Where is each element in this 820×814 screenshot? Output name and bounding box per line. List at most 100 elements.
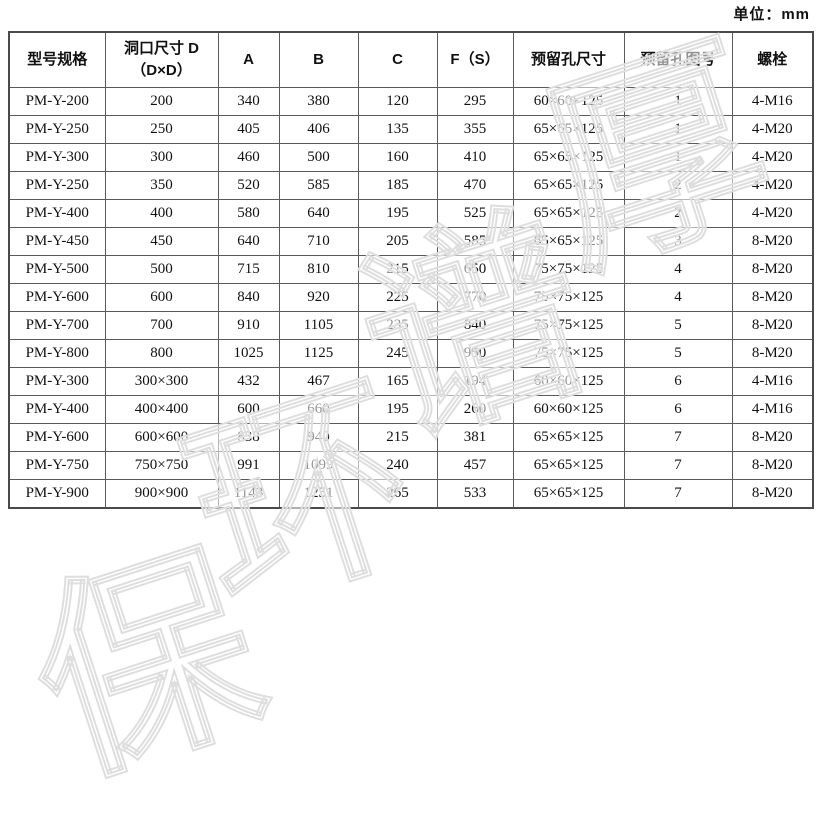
table-cell: 8-M20: [731, 339, 814, 368]
table-cell: 240: [357, 451, 438, 480]
table-cell: PM-Y-500: [8, 255, 106, 284]
table-cell: 460: [217, 143, 280, 172]
table-row: PM-Y-450 450 640 710 205 585 65×65×125 3 8-M20: [8, 227, 814, 256]
table-cell: 8-M20: [731, 423, 814, 452]
table-cell: PM-Y-300: [8, 367, 106, 396]
table-cell: PM-Y-800: [8, 339, 106, 368]
table-cell: 1125: [278, 339, 359, 368]
table-cell: 405: [217, 115, 280, 144]
table-cell: 194: [436, 367, 514, 396]
table-cell: 7: [623, 479, 733, 509]
table-cell: 400: [104, 199, 219, 228]
table-row: PM-Y-400 400 580 640 195 525 65×65×125 2 4-M20: [8, 199, 814, 228]
table-cell: 660: [278, 395, 359, 424]
table-cell: 1105: [278, 311, 359, 340]
table-cell: 1025: [217, 339, 280, 368]
table-row: PM-Y-250 250 405 406 135 355 65×65×125 1 4-M20: [8, 115, 814, 144]
table-cell: 1251: [278, 479, 359, 509]
table-cell: 350: [104, 171, 219, 200]
header-cell-4: C: [357, 31, 438, 88]
table-cell: 525: [436, 199, 514, 228]
table-cell: 75×75×125: [512, 283, 625, 312]
table-cell: 250: [104, 115, 219, 144]
table-cell: 6: [623, 395, 733, 424]
table-cell: 600: [217, 395, 280, 424]
table-cell: 2: [623, 199, 733, 228]
unit-label: 单位：mm: [733, 6, 810, 23]
table-cell: 75×75×125: [512, 255, 625, 284]
table-cell: 991: [217, 451, 280, 480]
table-cell: 300: [104, 143, 219, 172]
table-cell: 245: [357, 339, 438, 368]
table-cell: 165: [357, 367, 438, 396]
table-cell: 5: [623, 311, 733, 340]
header-cell-2: A: [217, 31, 280, 88]
table-cell: 500: [278, 143, 359, 172]
table-cell: 8-M20: [731, 451, 814, 480]
table-cell: 225: [357, 283, 438, 312]
table-cell: 195: [357, 199, 438, 228]
table-cell: 520: [217, 171, 280, 200]
table-cell: 185: [357, 171, 438, 200]
table-cell: 450: [104, 227, 219, 256]
table-cell: 5: [623, 339, 733, 368]
table-cell: 65×65×125: [512, 171, 625, 200]
table-cell: 120: [357, 87, 438, 116]
table-row: PM-Y-600 600×600 838 940 215 381 65×65×125 7 8-M…: [8, 423, 814, 452]
table-cell: 1: [623, 115, 733, 144]
header-cell-0: 型号规格: [8, 31, 106, 88]
table-cell: 840: [436, 311, 514, 340]
table-cell: 533: [436, 479, 514, 509]
table-cell: 750×750: [104, 451, 219, 480]
header-cell-6: 预留孔尺寸: [512, 31, 625, 88]
table-cell: 4-M16: [731, 87, 814, 116]
table-cell: 65×65×125: [512, 227, 625, 256]
table-row: PM-Y-500 500 715 810 215 650 75×75×125 4 8-M20: [8, 255, 814, 284]
table-cell: PM-Y-600: [8, 283, 106, 312]
table-cell: 60×60×125: [512, 395, 625, 424]
table-cell: 640: [217, 227, 280, 256]
table-row: PM-Y-300 300 460 500 160 410 65×65×125 1 4-M20: [8, 143, 814, 172]
table-row: PM-Y-800 800 1025 1125 245 950 75×75×125 5 8-M20: [8, 339, 814, 368]
table-cell: 400×400: [104, 395, 219, 424]
table-cell: 1143: [217, 479, 280, 509]
table-cell: 4: [623, 283, 733, 312]
table-cell: 406: [278, 115, 359, 144]
table-cell: 2: [623, 171, 733, 200]
table-cell: 300×300: [104, 367, 219, 396]
table-cell: 410: [436, 143, 514, 172]
table-row: PM-Y-600 600 840 920 225 770 75×75×125 4 8-M20: [8, 283, 814, 312]
table-cell: 457: [436, 451, 514, 480]
table-body: PM-Y-200 200 340 380 120 295 60×60×125 1 4-M16 PM…: [8, 87, 814, 509]
table-cell: 585: [278, 171, 359, 200]
table-row: PM-Y-700 700 910 1105 235 840 75×75×125 5 8-M20: [8, 311, 814, 340]
table-cell: 8-M20: [731, 255, 814, 284]
table-cell: PM-Y-900: [8, 479, 106, 509]
table-cell: 900×900: [104, 479, 219, 509]
table-cell: 500: [104, 255, 219, 284]
table-cell: 1: [623, 87, 733, 116]
table-cell: 640: [278, 199, 359, 228]
table-cell: 650: [436, 255, 514, 284]
table-cell: 4-M20: [731, 199, 814, 228]
table-row: PM-Y-300 300×300 432 467 165 194 60×60×125 6 4-M…: [8, 367, 814, 396]
table-cell: 7: [623, 451, 733, 480]
table-cell: 195: [357, 395, 438, 424]
watermark-character: 保: [7, 520, 287, 814]
table-cell: 3: [623, 227, 733, 256]
table-cell: 770: [436, 283, 514, 312]
table-cell: 205: [357, 227, 438, 256]
table-cell: 260: [436, 395, 514, 424]
table-cell: PM-Y-300: [8, 143, 106, 172]
header-cell-3: B: [278, 31, 359, 88]
header-cell-8: 螺栓: [731, 31, 814, 88]
spec-sheet-page: { "page": { "unit_label": "单位：mm", "wate…: [7, 6, 814, 814]
table-cell: 6: [623, 367, 733, 396]
table-cell: 8-M20: [731, 479, 814, 509]
table-cell: 1099: [278, 451, 359, 480]
table-cell: 8-M20: [731, 311, 814, 340]
table-cell: 838: [217, 423, 280, 452]
table-cell: 4: [623, 255, 733, 284]
table-cell: 4-M16: [731, 367, 814, 396]
table-cell: 215: [357, 255, 438, 284]
